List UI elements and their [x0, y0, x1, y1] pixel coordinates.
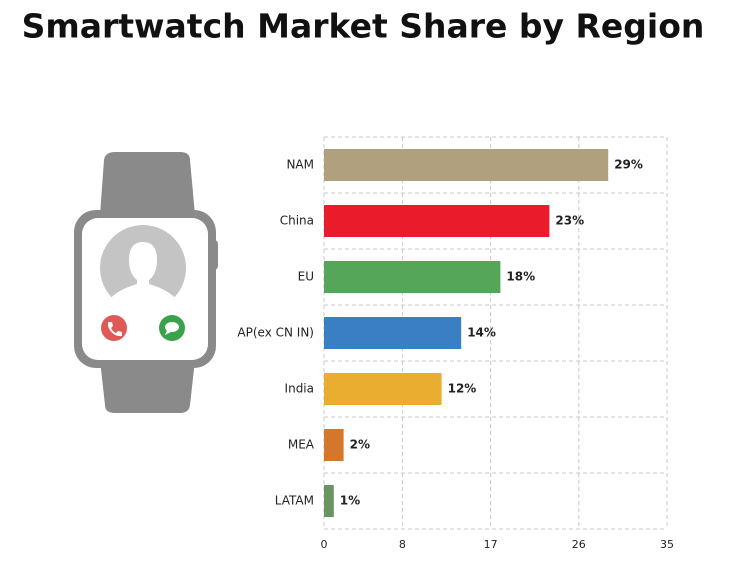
- value-label: 12%: [448, 382, 477, 396]
- watch-illustration: [74, 152, 218, 413]
- x-tick-label: 8: [399, 538, 406, 551]
- x-tick-label: 26: [572, 538, 586, 551]
- value-label: 18%: [506, 270, 535, 284]
- y-tick-label: AP(ex CN IN): [237, 326, 314, 340]
- bar: [324, 317, 462, 349]
- value-label: 1%: [340, 494, 360, 508]
- y-tick-label: LATAM: [275, 494, 314, 508]
- bar: [324, 149, 609, 181]
- y-tick-label: MEA: [288, 438, 315, 452]
- bar: [324, 429, 344, 461]
- x-tick-label: 0: [321, 538, 328, 551]
- chart-title: Smartwatch Market Share by Region: [22, 7, 705, 46]
- bar: [324, 485, 334, 517]
- bar: [324, 373, 442, 405]
- y-tick-label: NAM: [286, 158, 314, 172]
- x-tick-label: 17: [484, 538, 498, 551]
- bar: [324, 205, 550, 237]
- value-label: 23%: [555, 214, 584, 228]
- y-tick-label: India: [285, 382, 314, 396]
- x-tick-label: 35: [660, 538, 674, 551]
- value-label: 14%: [467, 326, 496, 340]
- y-tick-label: China: [280, 214, 314, 228]
- value-label: 29%: [614, 158, 643, 172]
- value-label: 2%: [350, 438, 370, 452]
- bar: [324, 261, 501, 293]
- y-tick-label: EU: [298, 270, 314, 284]
